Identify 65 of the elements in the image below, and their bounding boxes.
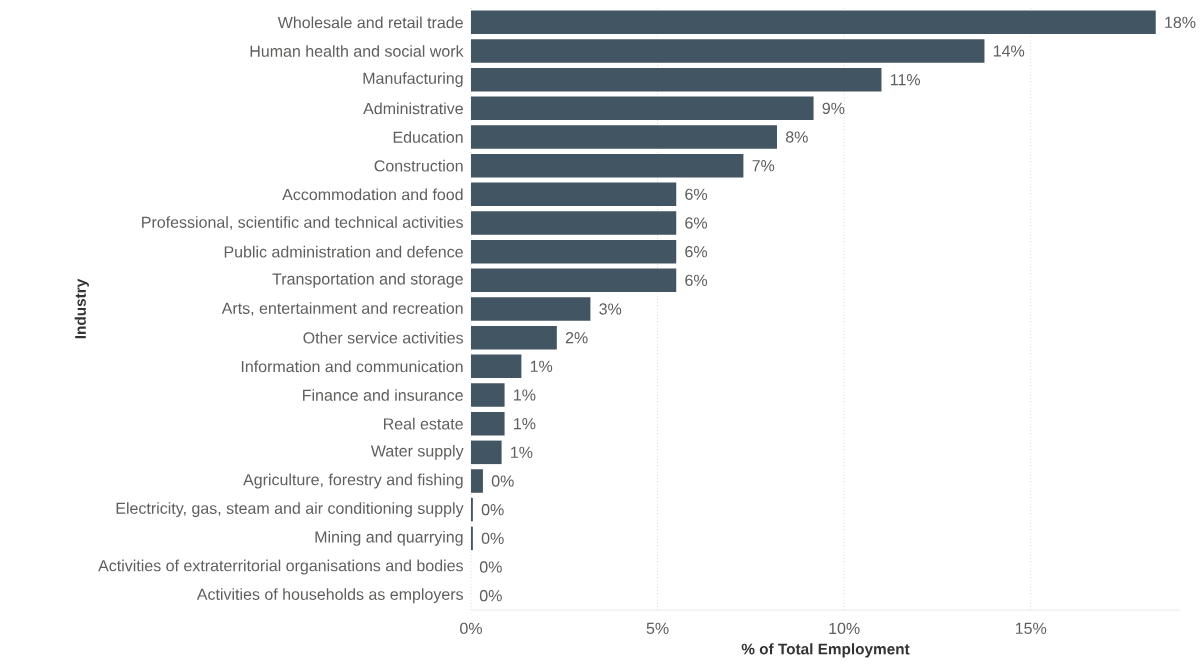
data-label: 0% xyxy=(481,532,504,544)
y-tick-label: Activities of households as employers xyxy=(196,588,463,604)
y-tick-label: Wholesale and retail trade xyxy=(277,16,463,29)
y-tick-label: Human health and social work xyxy=(250,45,464,57)
y-axis-title: Industry xyxy=(74,278,89,339)
y-tick-label: Agriculture, forestry and fishing xyxy=(243,473,463,489)
data-label: 6% xyxy=(685,246,708,258)
bar xyxy=(471,67,882,92)
y-tick-label: Electricity, gas, steam and air conditioning supply xyxy=(116,502,464,518)
y-tick-label: Arts, entertainment and recreation xyxy=(221,302,463,316)
x-tick-label: 5% xyxy=(646,622,669,634)
bar xyxy=(471,411,505,436)
bar xyxy=(471,383,505,407)
bar xyxy=(471,440,502,465)
bar xyxy=(471,354,522,379)
y-tick-label: Administrative xyxy=(363,102,463,115)
bar xyxy=(471,268,677,293)
y-tick-label: Finance and insurance xyxy=(303,389,463,401)
y-tick-label: Transportation and storage xyxy=(272,272,463,288)
bar xyxy=(471,325,557,350)
bar xyxy=(471,297,591,321)
data-label: 2% xyxy=(565,332,588,344)
y-tick-label: Activities of extraterritorial organisations and bodies xyxy=(98,559,463,575)
data-label: 8% xyxy=(785,131,808,143)
y-tick-label: Information and communication xyxy=(241,360,463,373)
y-tick-label: Public administration and defence xyxy=(224,245,463,258)
data-label: 0% xyxy=(491,475,514,487)
bar xyxy=(471,153,744,178)
data-label: 0% xyxy=(481,504,504,516)
bar xyxy=(471,182,677,207)
data-label: 6% xyxy=(685,217,708,229)
bar xyxy=(471,39,985,63)
data-label: 1% xyxy=(514,418,536,430)
y-tick-label: Water supply xyxy=(370,444,464,460)
bar xyxy=(471,239,677,264)
data-label: 0% xyxy=(479,590,502,602)
bar xyxy=(471,211,677,235)
data-label: 18% xyxy=(1165,16,1196,28)
data-label: 9% xyxy=(822,102,845,114)
y-tick-label: Mining and quarrying xyxy=(315,530,463,546)
data-label: 14% xyxy=(993,45,1025,57)
data-label: 1% xyxy=(530,360,553,372)
bar xyxy=(471,10,1156,35)
data-label: 6% xyxy=(685,188,708,200)
data-label: 3% xyxy=(599,303,622,315)
x-axis-title: % of Total Employment xyxy=(741,643,910,658)
x-tick-label: 10% xyxy=(829,622,860,635)
data-label: 1% xyxy=(511,446,533,458)
y-tick-label: Accommodation and food xyxy=(282,188,463,201)
y-tick-label: Other service activities xyxy=(303,331,464,344)
y-tick-label: Manufacturing xyxy=(363,72,463,88)
x-tick-label: 15% xyxy=(1015,622,1047,634)
data-label: 1% xyxy=(514,389,536,401)
y-tick-label: Real estate xyxy=(384,417,463,430)
y-tick-label: Education xyxy=(393,131,463,143)
data-label: 11% xyxy=(890,74,920,86)
data-label: 6% xyxy=(685,274,708,286)
y-tick-label: Construction xyxy=(374,159,463,172)
bar xyxy=(471,125,777,149)
data-label: 7% xyxy=(752,160,775,172)
bar xyxy=(471,469,483,493)
bar xyxy=(471,96,814,121)
y-tick-label: Professional, scientific and technical activities xyxy=(142,216,463,230)
data-label: 0% xyxy=(479,561,502,573)
x-tick-label: 0% xyxy=(460,622,482,635)
